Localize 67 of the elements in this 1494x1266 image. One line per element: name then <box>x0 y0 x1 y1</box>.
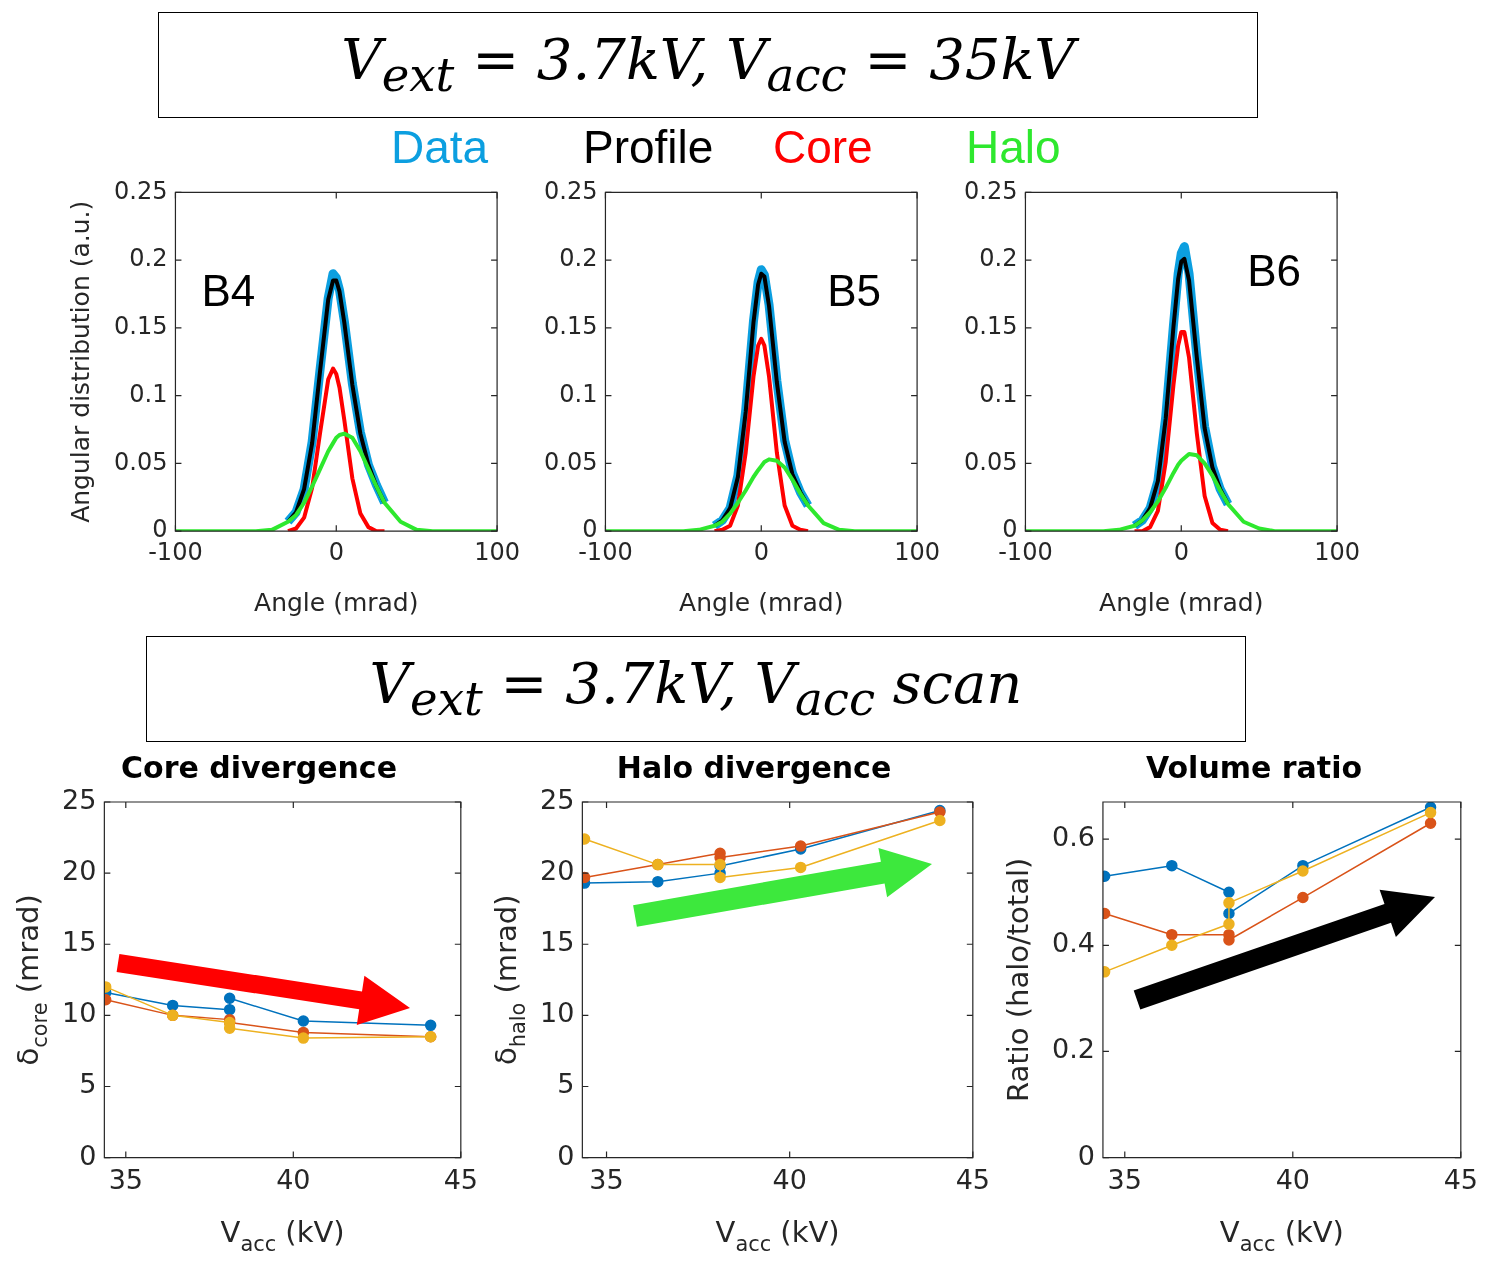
x-tick-label: 35 <box>108 1163 143 1195</box>
y-tick-label: 20 <box>540 855 575 887</box>
y-tick-label: 5 <box>79 1068 97 1100</box>
x-tick-label: 35 <box>589 1163 624 1195</box>
y-tick-label: 0.2 <box>129 244 168 273</box>
y-tick-label: 0.05 <box>544 447 598 476</box>
y-tick-label: 0 <box>79 1139 97 1171</box>
y-tick-label: 0.1 <box>979 379 1018 408</box>
x-tick-label: -100 <box>148 537 203 566</box>
y-tick-label: 0.25 <box>544 176 598 205</box>
x-tick-label: -100 <box>998 537 1053 566</box>
y-axis-title: Angular distribution (a.u.) <box>65 200 95 523</box>
text: V$_{ext}$ = 3.7kV, V$_{acc}$ scan <box>369 651 1023 727</box>
x-tick-label: 0 <box>1173 537 1189 566</box>
y-tick-label: 0.1 <box>129 379 168 408</box>
y-tick-label: 0.25 <box>964 176 1018 205</box>
y-tick-label: 0.15 <box>544 312 598 341</box>
text: Halo <box>966 121 1061 173</box>
y-axis-title: Ratio (halo/total) <box>1000 857 1035 1102</box>
chart-title: Volume ratio <box>1145 749 1363 785</box>
y-tick-label: 5 <box>557 1068 575 1100</box>
y-tick-label: 0 <box>1077 1139 1095 1171</box>
y-tick-label: 0.25 <box>114 176 168 205</box>
y-tick-label: 0 <box>557 1139 575 1171</box>
y-tick-label: 0.4 <box>1051 927 1095 959</box>
text: Data <box>391 121 489 173</box>
y-tick-label: 15 <box>62 926 97 958</box>
y-tick-label: 0.05 <box>114 447 168 476</box>
text: Profile <box>583 121 714 173</box>
x-axis-title: Angle (mrad) <box>679 587 844 617</box>
y-tick-label: 0.6 <box>1051 821 1095 853</box>
x-tick-label: 0 <box>328 537 344 566</box>
x-tick-label: 45 <box>955 1163 990 1195</box>
x-tick-label: -100 <box>578 537 633 566</box>
y-tick-label: 25 <box>62 784 97 816</box>
x-tick-label: 40 <box>276 1163 311 1195</box>
x-tick-label: 100 <box>474 537 520 566</box>
y-tick-label: 15 <box>540 926 575 958</box>
x-tick-label: 100 <box>1314 537 1360 566</box>
chart-title: Halo divergence <box>616 749 892 785</box>
x-tick-label: 35 <box>1107 1163 1142 1195</box>
y-tick-label: 0.2 <box>979 244 1018 273</box>
y-tick-label: 25 <box>540 784 575 816</box>
x-axis-title: Angle (mrad) <box>1099 587 1264 617</box>
x-axis-title: Angle (mrad) <box>254 587 419 617</box>
annotation: B5 <box>827 266 882 316</box>
annotation: B4 <box>201 266 256 316</box>
x-tick-label: 40 <box>1275 1163 1310 1195</box>
text: Core <box>773 121 873 173</box>
x-tick-label: 40 <box>772 1163 807 1195</box>
y-axis-title: δhalo (mrad) <box>488 894 531 1066</box>
y-tick-label: 0.1 <box>559 379 598 408</box>
x-tick-label: 0 <box>753 537 769 566</box>
y-axis-title: δcore (mrad) <box>10 894 53 1066</box>
y-tick-label: 0.15 <box>114 312 168 341</box>
y-tick-label: 0.2 <box>559 244 598 273</box>
y-tick-label: 10 <box>62 997 97 1029</box>
y-tick-label: 10 <box>540 997 575 1029</box>
annotation: B6 <box>1247 246 1302 296</box>
x-tick-label: 100 <box>894 537 940 566</box>
y-tick-label: 0.05 <box>964 447 1018 476</box>
y-tick-label: 20 <box>62 855 97 887</box>
x-tick-label: 45 <box>443 1163 478 1195</box>
y-tick-label: 0.15 <box>964 312 1018 341</box>
x-tick-label: 45 <box>1443 1163 1478 1195</box>
y-tick-label: 0.2 <box>1051 1033 1095 1065</box>
chart-title: Core divergence <box>121 749 397 785</box>
